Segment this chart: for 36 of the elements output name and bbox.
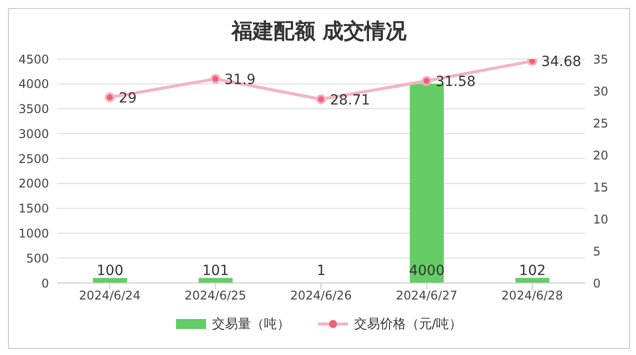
data-label: 1 [316, 263, 326, 279]
y-tick-label: 0 [41, 276, 49, 290]
legend-label: 交易价格（元/吨） [354, 316, 462, 333]
y-tick-label: 2500 [18, 152, 49, 166]
data-label: 101 [202, 263, 229, 279]
y-tick-label: 4000 [18, 77, 49, 92]
y2-tick-label: 30 [593, 84, 608, 98]
x-tick-label: 2024/6/24 [79, 288, 141, 303]
data-label: 31.9 [224, 72, 256, 88]
y2-tick-label: 0 [593, 276, 601, 290]
data-label: 34.68 [541, 54, 582, 70]
y2-tick-label: 10 [593, 212, 608, 226]
y2-tick-label: 20 [593, 148, 608, 162]
y-tick-label: 500 [26, 251, 49, 266]
y2-tick-label: 35 [593, 52, 608, 66]
y-tick-label: 2000 [18, 176, 49, 191]
y-tick-label: 4500 [18, 52, 49, 66]
x-tick-label: 2024/6/25 [184, 288, 246, 303]
y2-tick-label: 25 [593, 116, 608, 130]
data-label: 102 [519, 263, 546, 279]
x-tick-label: 2024/6/28 [501, 288, 563, 303]
y2-tick-label: 15 [593, 180, 608, 194]
data-label: 31.58 [436, 74, 476, 90]
bar [93, 278, 127, 283]
y-tick-label: 1000 [18, 226, 49, 240]
data-label: 100 [96, 263, 124, 279]
chart-title: 福建配额 成交情况 [230, 18, 408, 45]
legend-label: 交易量（吨） [212, 316, 290, 333]
x-tick-label: 2024/6/26 [290, 288, 352, 303]
x-tick-label: 2024/6/27 [396, 288, 458, 303]
y2-tick-label: 5 [593, 244, 601, 258]
y-tick-label: 3000 [18, 126, 49, 141]
y-tick-label: 1500 [18, 202, 49, 216]
y-tick-label: 3500 [18, 102, 49, 116]
data-label: 28.71 [330, 92, 370, 108]
data-label: 29 [118, 90, 137, 106]
